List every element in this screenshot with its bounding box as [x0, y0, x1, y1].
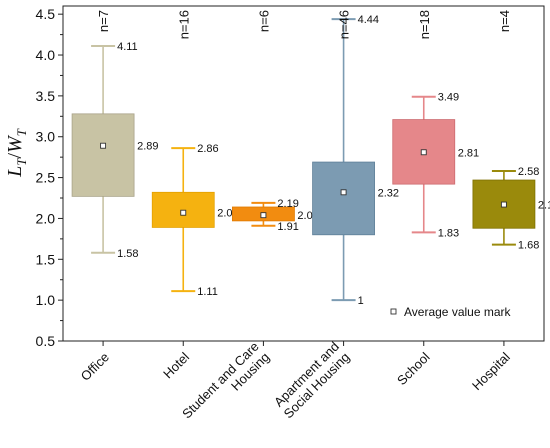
mean-marker [420, 149, 427, 156]
n-count-label: n=16 [176, 10, 191, 39]
plot-frame [62, 5, 545, 342]
y-tick-label: 2.5 [36, 170, 56, 186]
legend-label: Average value mark [404, 305, 512, 319]
n-count-label: n=4 [497, 10, 512, 32]
n-count-label: n=46 [337, 10, 352, 39]
min-value-label: 1.11 [197, 286, 218, 298]
box-group: 3.49 2.81 1.83 n=18 [392, 10, 479, 239]
iqr-box [71, 113, 135, 197]
y-tick-label: 4.5 [36, 6, 56, 22]
y-tick-label: 3.0 [36, 129, 56, 145]
box-group: 4.44 2.32 1 n=46 [312, 10, 399, 307]
mean-value-label: 2.81 [458, 147, 479, 159]
x-category-label-line: Office [78, 349, 112, 383]
mean-marker [180, 209, 187, 216]
box-group: 2.192.041.91n=6 [232, 10, 319, 233]
x-category-label-line: School [394, 349, 433, 388]
max-value-label: 2.19 [277, 198, 298, 210]
iqr-box [312, 161, 375, 236]
x-category-label-line: Hospital [469, 349, 513, 393]
n-count-label: n=7 [96, 10, 111, 32]
x-category-label: Office [78, 349, 112, 383]
y-tick-label: 1.5 [36, 251, 56, 267]
min-value-label: 1.83 [438, 227, 459, 239]
max-value-label: 4.11 [117, 41, 138, 53]
mean-marker [500, 201, 507, 208]
box-group: 2.58 2.1 1.68 n=4 [472, 10, 550, 252]
max-value-label: 2.86 [197, 143, 218, 155]
legend: Average value mark [390, 305, 512, 319]
y-axis: 0.5 1.0 1.5 2.0 2.5 3.0 3.5 4.0 4.5 [36, 6, 63, 349]
max-value-label: 2.58 [518, 166, 539, 178]
mean-marker [260, 212, 267, 219]
mean-marker [100, 142, 107, 149]
max-value-label: 4.44 [358, 14, 379, 26]
n-count-label: n=6 [256, 10, 271, 32]
x-category-label: School [394, 349, 433, 388]
y-tick-label: 2.0 [36, 210, 56, 226]
n-count-label: n=18 [417, 10, 432, 39]
x-category-label: Apartment andSocial Housing [270, 339, 353, 422]
max-value-label: 3.49 [438, 92, 459, 104]
y-tick-label: 3.5 [36, 88, 56, 104]
mean-value-label: 2.1 [538, 200, 550, 212]
min-value-label: 1 [358, 295, 364, 307]
box-group: 2.862.071.11n=16 [151, 10, 239, 298]
y-tick-label: 0.5 [36, 333, 56, 349]
x-category-label: Hospital [469, 349, 513, 393]
y-axis-label: LT/WT [4, 128, 29, 178]
y-tick-label: 4.0 [36, 47, 56, 63]
iqr-box [392, 119, 456, 185]
legend-mean-marker [390, 308, 397, 315]
y-tick-label: 1.0 [36, 292, 56, 308]
min-value-label: 1.68 [518, 240, 539, 252]
mean-value-label: 2.89 [137, 141, 158, 153]
box-group: 4.11 2.89 1.58 n=7 [71, 10, 159, 260]
min-value-label: 1.91 [277, 221, 298, 233]
x-category-label-line: Hotel [160, 349, 192, 381]
min-value-label: 1.58 [117, 248, 138, 260]
box-series: 4.112.891.58n=72.862.071.11n=162.192.041… [71, 10, 550, 307]
mean-marker [340, 189, 347, 196]
mean-value-label: 2.32 [378, 187, 399, 199]
x-category-label: Student and CareHousing [179, 339, 272, 432]
x-category-label: Hotel [160, 349, 192, 381]
